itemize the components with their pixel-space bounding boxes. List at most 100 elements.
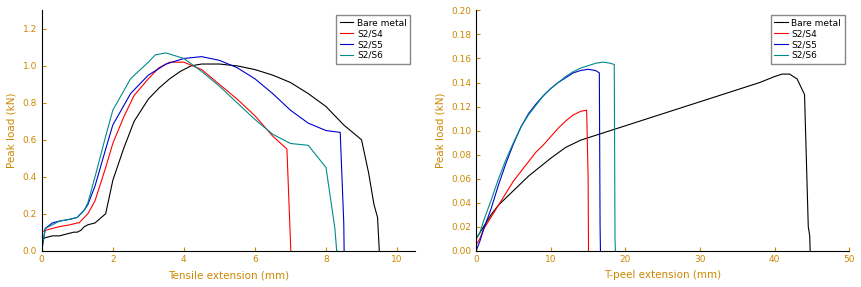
S2/S5 — [515, 125, 525, 129]
S2/S4 — [545, 135, 555, 138]
S2/S6 — [537, 94, 548, 97]
S2/S5 — [530, 102, 541, 106]
Bare metal — [804, 249, 815, 252]
S2/S5 — [553, 81, 563, 84]
S2/S6 — [486, 199, 496, 202]
Bare metal — [575, 138, 585, 142]
S2/S5 — [338, 221, 349, 225]
S2/S5 — [161, 62, 171, 66]
Bare metal — [492, 203, 503, 207]
Line: S2/S5: S2/S5 — [41, 57, 344, 251]
S2/S6 — [331, 249, 342, 252]
Bare metal — [802, 225, 813, 228]
Bare metal — [61, 232, 71, 236]
S2/S5 — [478, 227, 488, 231]
S2/S6 — [329, 227, 339, 230]
S2/S4 — [143, 77, 153, 81]
Bare metal — [649, 115, 660, 118]
Bare metal — [724, 90, 734, 94]
Bare metal — [486, 213, 496, 216]
S2/S5 — [575, 69, 585, 72]
S2/S6 — [83, 201, 93, 204]
S2/S6 — [508, 141, 518, 144]
S2/S6 — [331, 249, 342, 252]
Bare metal — [515, 182, 525, 185]
Bare metal — [784, 72, 794, 76]
Bare metal — [108, 179, 118, 182]
S2/S4 — [285, 249, 295, 252]
S2/S6 — [36, 249, 46, 252]
S2/S6 — [54, 219, 65, 223]
S2/S5 — [582, 67, 592, 71]
Bare metal — [164, 77, 175, 81]
S2/S5 — [545, 87, 555, 90]
Bare metal — [665, 110, 675, 113]
S2/S5 — [492, 183, 503, 186]
S2/S6 — [500, 158, 511, 161]
Bare metal — [196, 62, 207, 66]
S2/S6 — [478, 219, 488, 222]
S2/S6 — [150, 53, 160, 57]
Bare metal — [523, 174, 533, 178]
Line: Bare metal: Bare metal — [41, 64, 379, 251]
Line: Bare metal: Bare metal — [475, 74, 809, 251]
S2/S4 — [47, 227, 58, 230]
Bare metal — [560, 146, 570, 149]
Bare metal — [356, 138, 366, 141]
S2/S4 — [129, 94, 139, 97]
S2/S5 — [523, 112, 533, 115]
Bare metal — [338, 123, 349, 127]
S2/S4 — [575, 110, 585, 113]
S2/S5 — [267, 92, 277, 95]
S2/S5 — [36, 249, 46, 252]
Bare metal — [470, 237, 480, 240]
S2/S6 — [79, 208, 90, 212]
S2/S6 — [590, 62, 600, 65]
S2/S4 — [76, 219, 86, 223]
Bare metal — [69, 230, 79, 234]
S2/S4 — [500, 191, 511, 195]
S2/S5 — [143, 73, 153, 77]
Bare metal — [47, 234, 58, 238]
Bare metal — [776, 72, 786, 76]
Bare metal — [77, 227, 88, 230]
S2/S4 — [470, 243, 480, 246]
S2/S5 — [90, 184, 100, 188]
S2/S5 — [79, 208, 90, 212]
S2/S6 — [196, 70, 207, 73]
S2/S5 — [178, 57, 189, 60]
S2/S4 — [250, 114, 260, 117]
S2/S6 — [90, 175, 100, 179]
S2/S6 — [609, 237, 619, 240]
Line: S2/S4: S2/S4 — [41, 62, 290, 251]
Bare metal — [36, 238, 46, 241]
S2/S4 — [582, 177, 592, 180]
S2/S4 — [40, 228, 51, 232]
S2/S6 — [598, 60, 608, 64]
Bare metal — [530, 168, 541, 172]
S2/S5 — [338, 249, 349, 252]
S2/S4 — [232, 97, 242, 101]
Bare metal — [285, 81, 295, 84]
S2/S6 — [474, 231, 485, 234]
Bare metal — [372, 216, 382, 219]
S2/S5 — [303, 121, 313, 125]
S2/S4 — [196, 68, 207, 71]
Bare metal — [72, 230, 83, 234]
Bare metal — [803, 234, 814, 238]
S2/S5 — [335, 131, 345, 134]
S2/S5 — [101, 147, 111, 151]
Bare metal — [143, 97, 153, 101]
Bare metal — [537, 162, 548, 166]
S2/S5 — [125, 92, 135, 95]
S2/S4 — [178, 61, 189, 64]
S2/S6 — [303, 144, 313, 147]
S2/S4 — [79, 216, 90, 219]
S2/S6 — [575, 66, 585, 70]
Bare metal — [175, 70, 185, 73]
Bare metal — [76, 228, 86, 232]
S2/S5 — [74, 214, 84, 217]
Bare metal — [753, 81, 764, 84]
S2/S4 — [65, 223, 75, 226]
S2/S4 — [560, 119, 570, 123]
